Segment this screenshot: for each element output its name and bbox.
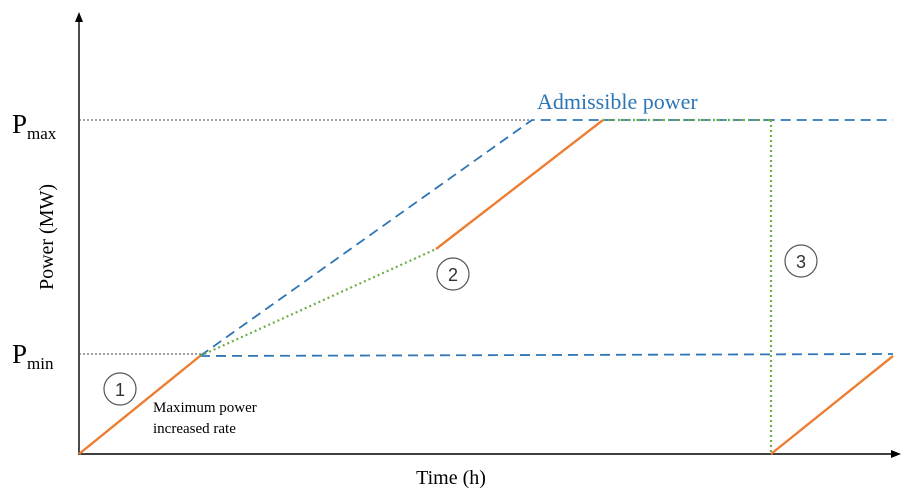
ramp-note-line2: increased rate	[153, 421, 236, 437]
pmax-tick-label: Pmax	[12, 109, 57, 143]
marker-3-label: 3	[796, 252, 806, 272]
axes	[75, 12, 901, 458]
pmin-tick-sub: min	[27, 354, 54, 373]
pmin-tick-base: P	[12, 339, 27, 369]
y-axis-arrow-icon	[75, 12, 83, 22]
ramp-segment-1	[78, 355, 201, 455]
x-axis-arrow-icon	[891, 450, 901, 458]
ramp-segment-3	[770, 355, 894, 455]
power-trajectory	[78, 119, 894, 455]
pmax-tick-sub: max	[27, 124, 57, 143]
ramp-note-line1: Maximum power	[153, 400, 257, 416]
transition-ramp-2	[199, 247, 437, 358]
y-axis-label: Power (MW)	[36, 184, 58, 290]
admissible-power-label: Admissible power	[537, 89, 698, 114]
ramp-segment-2	[435, 119, 604, 250]
marker-2: 2	[436, 257, 470, 291]
marker-1: 1	[103, 372, 137, 406]
admissible-lower-bound	[199, 353, 894, 357]
marker-2-label: 2	[448, 265, 458, 285]
admissible-upper-bound	[199, 119, 893, 357]
marker-1-label: 1	[115, 380, 125, 400]
x-axis-label: Time (h)	[416, 467, 486, 489]
pmin-tick-label: Pmin	[12, 339, 54, 373]
marker-3: 3	[784, 244, 818, 278]
admissible-power-envelope	[199, 119, 894, 357]
pmax-tick-base: P	[12, 109, 27, 139]
transition-paths	[199, 118, 773, 454]
